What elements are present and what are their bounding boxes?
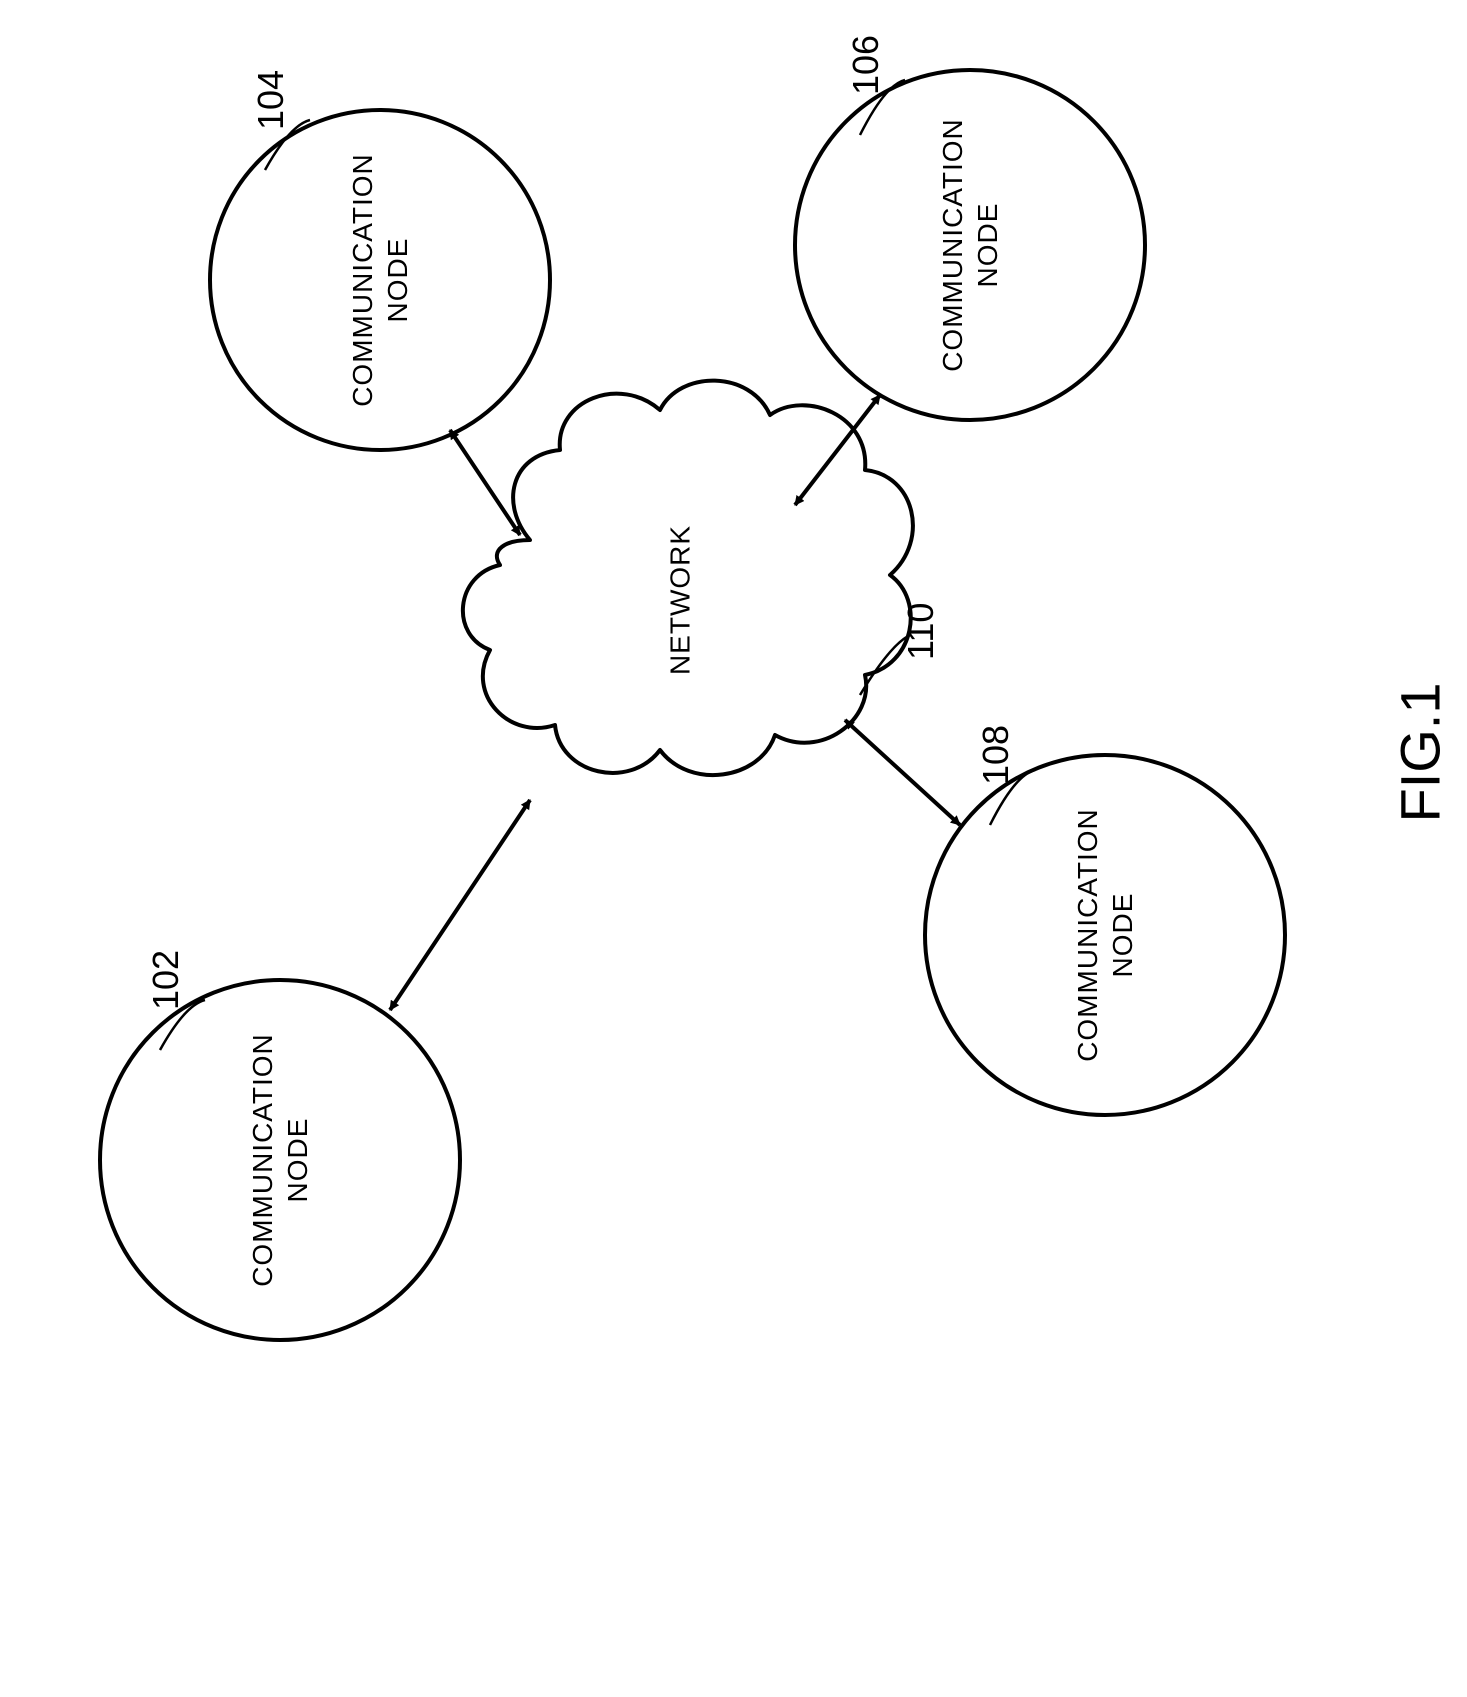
arrow-104 (450, 430, 520, 535)
ref-106-text: 106 (845, 35, 886, 95)
arrow-106 (795, 395, 880, 505)
figure-caption-text: FIG.1 (1389, 682, 1452, 822)
ref-110-text: 110 (900, 603, 941, 660)
figure-caption: FIG.1 (1388, 682, 1453, 822)
node-label-108: COMMUNICATION NODE (1070, 808, 1140, 1062)
node-102-line2: NODE (282, 1118, 313, 1203)
ref-108-text: 108 (975, 725, 1016, 785)
diagram-canvas: NETWORK COMMUNICATION NODE COMMUNICATION… (0, 0, 1467, 1697)
arrow-108 (845, 720, 960, 825)
node-108-line2: NODE (1107, 893, 1138, 978)
node-104-line1: COMMUNICATION (347, 153, 378, 407)
network-label: NETWORK (663, 525, 698, 675)
node-104-line2: NODE (382, 238, 413, 323)
ref-102: 102 (145, 950, 187, 1010)
node-label-106: COMMUNICATION NODE (935, 118, 1005, 372)
ref-102-text: 102 (145, 950, 186, 1010)
node-102-line1: COMMUNICATION (247, 1033, 278, 1287)
node-label-104: COMMUNICATION NODE (345, 153, 415, 407)
node-106-line1: COMMUNICATION (937, 118, 968, 372)
node-label-102: COMMUNICATION NODE (245, 1033, 315, 1287)
ref-110: 110 (900, 603, 942, 660)
ref-104-text: 104 (250, 70, 291, 130)
ref-108: 108 (975, 725, 1017, 785)
arrow-102 (390, 800, 530, 1010)
network-label-text: NETWORK (665, 525, 696, 675)
ref-104: 104 (250, 70, 292, 130)
node-108-line1: COMMUNICATION (1072, 808, 1103, 1062)
ref-106: 106 (845, 35, 887, 95)
diagram-svg (0, 0, 1467, 1697)
node-106-line2: NODE (972, 203, 1003, 288)
